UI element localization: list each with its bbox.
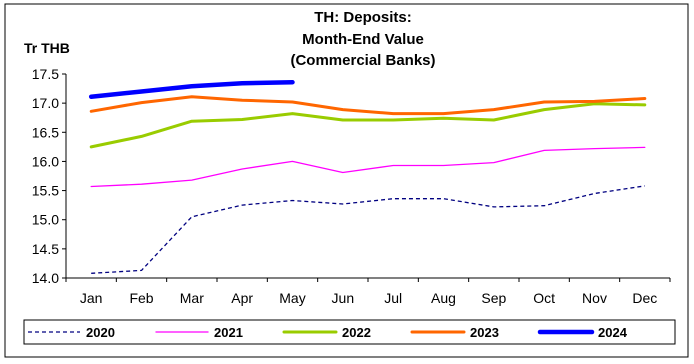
legend-label-2023: 2023 bbox=[470, 325, 499, 340]
y-axis-unit-label: Tr THB bbox=[24, 40, 70, 56]
x-tick-label: Jul bbox=[384, 290, 402, 306]
x-tick-label: Nov bbox=[582, 290, 607, 306]
y-tick-label: 16.5 bbox=[32, 124, 59, 140]
legend-label-2021: 2021 bbox=[214, 325, 243, 340]
series-line-2023 bbox=[89, 95, 647, 116]
chart-title-line-1: TH: Deposits: bbox=[314, 9, 412, 26]
series-line-2024 bbox=[88, 79, 295, 99]
x-tick-label: Apr bbox=[231, 290, 253, 306]
x-tick-label: Sep bbox=[481, 290, 506, 306]
y-tick-label: 16.0 bbox=[32, 153, 59, 169]
y-tick-label: 14.0 bbox=[32, 270, 59, 286]
series-line-2022 bbox=[89, 102, 647, 149]
x-tick-label: Jan bbox=[80, 290, 103, 306]
legend-label-2022: 2022 bbox=[342, 325, 371, 340]
plot-area: 14.0 14.5 15.0 15.5 16.0 16.5 17.0 17.5 Jan Feb M… bbox=[32, 66, 671, 306]
y-tick-label: 17.5 bbox=[32, 66, 59, 82]
chart-frame bbox=[4, 3, 689, 358]
x-tick-label: Jun bbox=[332, 290, 355, 306]
legend: 2020 2021 2022 2023 2024 bbox=[23, 319, 676, 345]
x-axis-ticks: Jan Feb Mar Apr May Jun Jul Aug Sep Oct Nov Dec bbox=[65, 278, 671, 306]
series-line-2020 bbox=[91, 185, 645, 274]
y-tick-label: 17.0 bbox=[32, 95, 59, 111]
legend-box bbox=[23, 319, 676, 345]
y-tick-label: 15.5 bbox=[32, 183, 59, 199]
series-line-2021 bbox=[90, 146, 646, 188]
legend-label-2024: 2024 bbox=[598, 325, 628, 340]
x-tick-label: Mar bbox=[180, 290, 204, 306]
x-tick-label: Aug bbox=[431, 290, 456, 306]
y-tick-label: 14.5 bbox=[32, 241, 59, 257]
series-lines bbox=[88, 79, 647, 274]
x-tick-label: Feb bbox=[129, 290, 153, 306]
y-tick-label: 15.0 bbox=[32, 212, 59, 228]
y-axis-ticks: 14.0 14.5 15.0 15.5 16.0 16.5 17.0 17.5 bbox=[32, 66, 66, 286]
legend-label-2020: 2020 bbox=[86, 325, 115, 340]
chart-title-line-3: (Commercial Banks) bbox=[290, 52, 435, 69]
chart-title-line-2: Month-End Value bbox=[302, 31, 424, 48]
x-tick-label: Dec bbox=[632, 290, 657, 306]
x-tick-label: Oct bbox=[533, 290, 555, 306]
x-tick-label: May bbox=[279, 290, 305, 306]
